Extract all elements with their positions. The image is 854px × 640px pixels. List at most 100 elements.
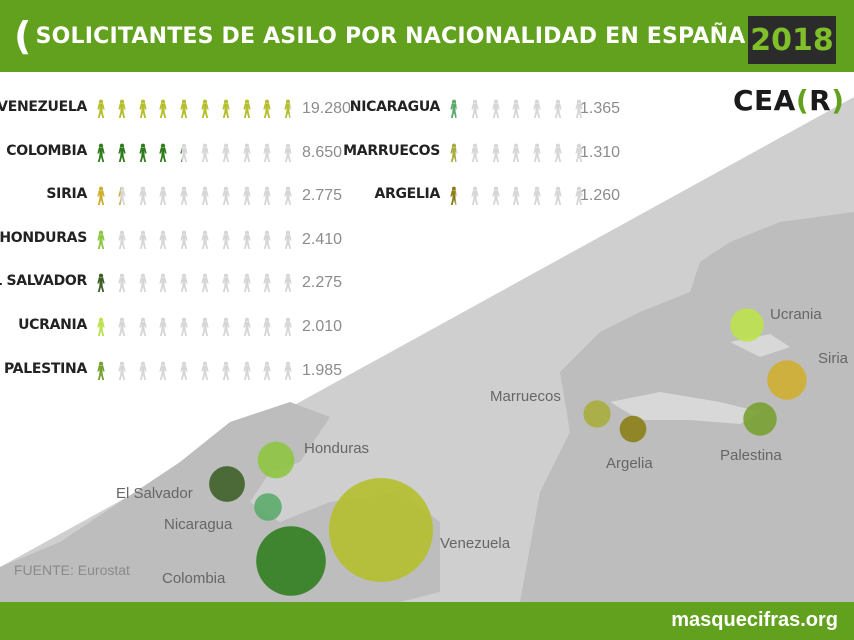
value-label: 2.010 [302,318,343,335]
map-label: Nicaragua [164,516,233,533]
value-label: 2.410 [302,231,343,248]
person-icon [242,361,251,380]
person-icon [159,317,168,336]
person-icon [138,273,147,292]
person-icon [533,99,541,118]
map-label: Colombia [162,570,226,587]
person-icon [554,143,562,162]
person-icon [159,186,168,205]
pictogram-row [446,180,592,210]
person-icon [118,99,126,118]
value-label: 1.365 [580,100,621,117]
person-icon [284,143,292,162]
country-label: COLOMBIA [6,143,87,159]
person-icon [201,361,209,380]
person-icon [471,99,479,118]
person-icon [263,317,272,336]
person-icon [533,186,541,205]
person-icon [201,99,209,118]
person-icon [222,230,230,249]
map-label: Venezuela [440,535,511,552]
value-label: 1.310 [580,144,621,161]
country-label: VENEZUELA [0,99,87,115]
person-icon [491,186,500,205]
person-icon [222,99,230,118]
person-icon [512,143,521,162]
pictogram-row [93,224,301,254]
person-icon [180,143,188,162]
person-icon [180,273,188,292]
country-label: ARGELIA [374,186,440,202]
bubble-colombia [256,526,326,596]
person-icon [575,143,583,162]
person-icon [242,317,251,336]
person-icon [263,143,272,162]
person-icon [159,273,168,292]
person-icon [180,186,188,205]
person-icon [138,186,147,205]
person-icon [242,186,251,205]
country-label: EL SALVADOR [0,273,87,289]
map-label: Palestina [720,447,782,464]
person-icon [97,186,105,205]
pictogram-row [93,180,301,210]
cear-logo: CEA(R) [733,84,845,117]
person-icon [242,273,251,292]
person-icon [284,99,292,118]
person-icon [138,317,147,336]
value-label: 8.650 [302,144,343,161]
pictogram-row [93,137,301,167]
person-icon [138,361,147,380]
person-icon [222,273,230,292]
pictogram-row [93,267,301,297]
person-icon [533,143,541,162]
person-icon [222,186,230,205]
person-icon [284,273,292,292]
person-icon [180,230,188,249]
footer-bar: masquecifras.org [0,602,854,640]
bubble-marruecos [583,400,611,428]
person-icon [118,273,126,292]
source-note: FUENTE: Eurostat [14,562,130,578]
person-icon [118,186,126,205]
person-icon [242,143,251,162]
person-icon [450,143,458,162]
site-url: masquecifras.org [671,609,838,631]
country-label: UCRANIA [18,317,87,333]
americas-landmass [0,402,440,602]
person-icon [138,99,147,118]
person-icon [201,186,209,205]
person-icon [201,273,209,292]
person-icon [471,143,479,162]
person-icon [284,317,292,336]
person-icon [512,186,521,205]
person-icon [201,230,209,249]
person-icon [97,99,105,118]
person-icon [284,361,292,380]
map-label: Siria [818,350,849,367]
person-icon [97,143,105,162]
map-label: Honduras [304,440,370,457]
country-label: SIRIA [46,186,87,202]
person-icon [222,361,230,380]
bubble-palestina [743,402,777,436]
pictogram-row [93,311,301,341]
person-icon [118,361,126,380]
person-icon [512,99,521,118]
map-label: Argelia [606,455,653,472]
header-bar: ( SOLICITANTES DE ASILO POR NACIONALIDAD… [0,0,854,72]
person-icon [118,230,126,249]
bubble-siria [767,360,807,400]
map-label: El Salvador [116,485,193,502]
person-icon [138,143,147,162]
person-icon [97,230,105,249]
person-icon [159,361,168,380]
bubble-argelia [619,415,647,443]
person-icon [471,186,479,205]
person-icon [222,143,230,162]
person-icon [180,361,188,380]
person-icon [242,230,251,249]
person-icon [263,186,272,205]
person-icon [450,99,458,118]
person-icon [118,143,126,162]
